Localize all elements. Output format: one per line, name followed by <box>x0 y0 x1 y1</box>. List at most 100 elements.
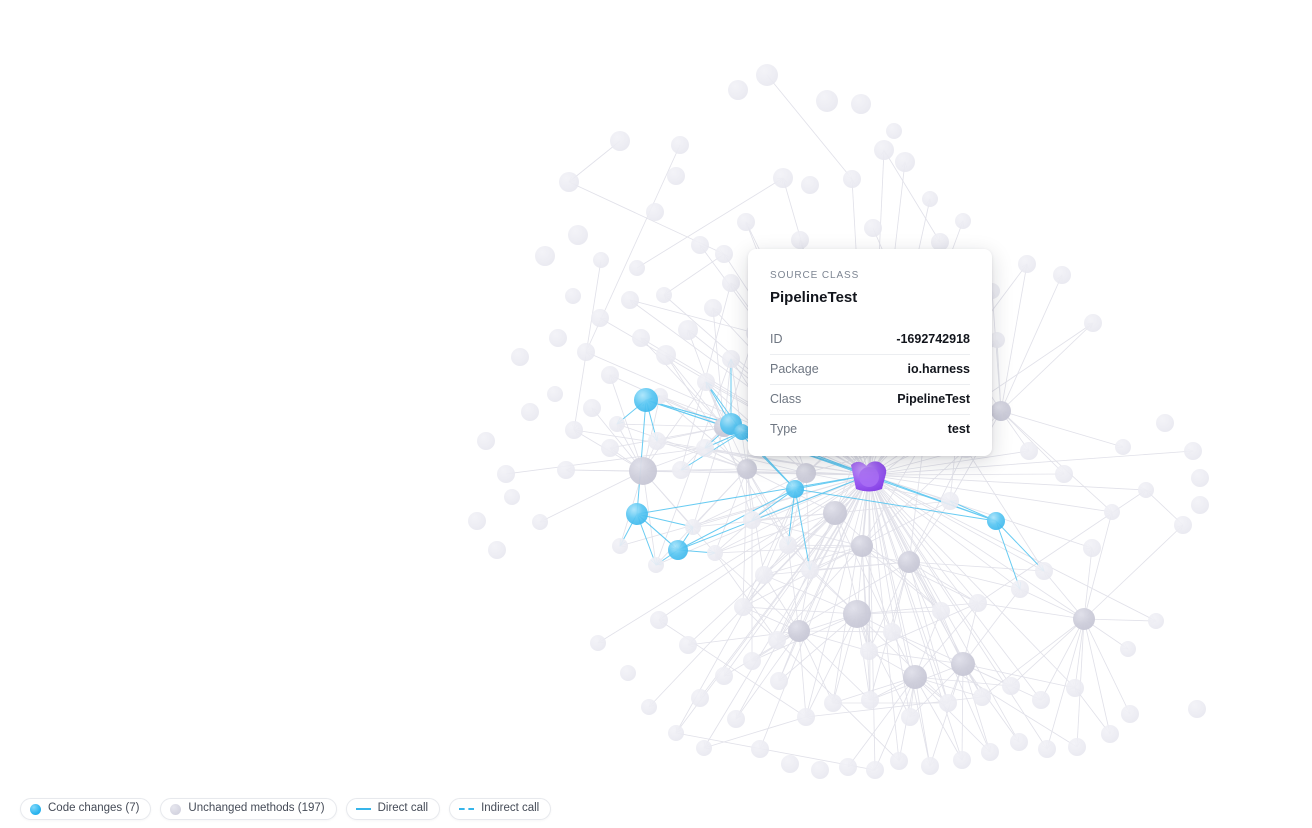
graph-node-unchanged[interactable] <box>1011 580 1029 598</box>
graph-node-unchanged[interactable] <box>874 140 894 160</box>
graph-node-unchanged[interactable] <box>931 233 949 251</box>
graph-node-unchanged[interactable] <box>922 191 938 207</box>
graph-node-unchanged[interactable] <box>691 236 709 254</box>
graph-node-unchanged[interactable] <box>895 152 915 172</box>
graph-node-unchanged[interactable] <box>890 752 908 770</box>
graph-node-unchanged[interactable] <box>843 170 861 188</box>
graph-node-unchanged[interactable] <box>779 536 797 554</box>
graph-node-unchanged[interactable] <box>648 432 666 450</box>
graph-node-unchanged[interactable] <box>656 345 676 365</box>
graph-node-unchanged[interactable] <box>532 514 548 530</box>
graph-node-unchanged[interactable] <box>722 274 740 292</box>
graph-node-unchanged-hub[interactable] <box>788 620 810 642</box>
graph-node-unchanged[interactable] <box>801 561 819 579</box>
graph-node-unchanged[interactable] <box>797 708 815 726</box>
graph-node-unchanged[interactable] <box>565 288 581 304</box>
graph-node-unchanged[interactable] <box>549 329 567 347</box>
graph-node-unchanged-hub[interactable] <box>851 535 873 557</box>
graph-node-unchanged[interactable] <box>1115 439 1131 455</box>
graph-node-unchanged[interactable] <box>547 386 563 402</box>
graph-node-unchanged[interactable] <box>679 636 697 654</box>
graph-node-unchanged[interactable] <box>691 689 709 707</box>
graph-node-unchanged-hub[interactable] <box>903 665 927 689</box>
graph-node-unchanged[interactable] <box>590 635 606 651</box>
graph-node-unchanged[interactable] <box>641 699 657 715</box>
graph-node-unchanged[interactable] <box>1104 504 1120 520</box>
graph-node-unchanged[interactable] <box>601 366 619 384</box>
graph-node-unchanged[interactable] <box>743 652 761 670</box>
graph-node-unchanged[interactable] <box>1138 482 1154 498</box>
graph-node-unchanged[interactable] <box>722 350 740 368</box>
graph-node-unchanged[interactable] <box>1083 539 1101 557</box>
graph-node-unchanged[interactable] <box>488 541 506 559</box>
graph-node-unchanged[interactable] <box>621 291 639 309</box>
graph-node-unchanged[interactable] <box>468 512 486 530</box>
graph-node-unchanged[interactable] <box>610 131 630 151</box>
graph-node-unchanged[interactable] <box>620 665 636 681</box>
graph-node-unchanged[interactable] <box>1010 733 1028 751</box>
graph-node-unchanged[interactable] <box>646 203 664 221</box>
graph-node-unchanged[interactable] <box>656 287 672 303</box>
graph-node-unchanged[interactable] <box>583 399 601 417</box>
graph-nodes-code-changes[interactable] <box>626 388 1005 560</box>
graph-node-unchanged[interactable] <box>535 246 555 266</box>
graph-node-unchanged[interactable] <box>1018 255 1036 273</box>
graph-node-unchanged[interactable] <box>1156 414 1174 432</box>
graph-node-unchanged[interactable] <box>648 557 664 573</box>
graph-node-unchanged[interactable] <box>1053 266 1071 284</box>
graph-node-unchanged[interactable] <box>773 168 793 188</box>
graph-node-code-change[interactable] <box>734 424 750 440</box>
graph-node-unchanged[interactable] <box>781 755 799 773</box>
graph-node-unchanged[interactable] <box>1038 740 1056 758</box>
graph-node-unchanged[interactable] <box>632 329 650 347</box>
graph-node-unchanged[interactable] <box>1191 469 1209 487</box>
graph-node-unchanged[interactable] <box>727 710 745 728</box>
legend-item[interactable]: Direct call <box>345 798 441 820</box>
graph-node-unchanged[interactable] <box>921 757 939 775</box>
graph-node-code-change[interactable] <box>786 480 804 498</box>
graph-node-unchanged[interactable] <box>734 598 752 616</box>
graph-node-unchanged-hub[interactable] <box>823 501 847 525</box>
graph-node-unchanged[interactable] <box>791 231 809 249</box>
graph-node-unchanged[interactable] <box>939 694 957 712</box>
graph-node-unchanged-hub[interactable] <box>629 457 657 485</box>
graph-node-unchanged[interactable] <box>557 461 575 479</box>
graph-node-code-change[interactable] <box>626 503 648 525</box>
graph-node-unchanged[interactable] <box>981 743 999 761</box>
graph-node-unchanged[interactable] <box>707 545 723 561</box>
legend-item[interactable]: Unchanged methods (197) <box>160 798 337 820</box>
graph-node-unchanged[interactable] <box>861 691 879 709</box>
graph-nodes-unchanged[interactable] <box>468 64 1209 779</box>
graph-node-unchanged[interactable] <box>678 320 698 340</box>
graph-node-unchanged[interactable] <box>851 94 871 114</box>
graph-node-unchanged[interactable] <box>824 694 842 712</box>
graph-node-unchanged[interactable] <box>864 219 882 237</box>
graph-node-unchanged[interactable] <box>1068 738 1086 756</box>
graph-node-unchanged[interactable] <box>756 64 778 86</box>
graph-node-unchanged[interactable] <box>932 602 950 620</box>
graph-node-unchanged[interactable] <box>715 245 733 263</box>
graph-node-unchanged[interactable] <box>1120 641 1136 657</box>
graph-node-unchanged[interactable] <box>1084 314 1102 332</box>
graph-node-unchanged[interactable] <box>650 611 668 629</box>
graph-node-unchanged[interactable] <box>704 299 722 317</box>
graph-node-unchanged[interactable] <box>504 489 520 505</box>
graph-node-code-change[interactable] <box>668 540 688 560</box>
graph-node-unchanged[interactable] <box>696 439 714 457</box>
graph-node-unchanged-hub[interactable] <box>898 551 920 573</box>
graph-node-unchanged[interactable] <box>593 252 609 268</box>
graph-node-unchanged[interactable] <box>671 136 689 154</box>
graph-node-unchanged-hub[interactable] <box>991 401 1011 421</box>
graph-node-unchanged[interactable] <box>1121 705 1139 723</box>
graph-node-unchanged[interactable] <box>521 403 539 421</box>
graph-node-unchanged[interactable] <box>1002 677 1020 695</box>
legend-item[interactable]: Indirect call <box>449 798 552 820</box>
graph-node-unchanged[interactable] <box>697 373 715 391</box>
graph-node-unchanged[interactable] <box>565 421 583 439</box>
graph-node-unchanged[interactable] <box>728 80 748 100</box>
graph-node-unchanged[interactable] <box>866 761 884 779</box>
graph-node-unchanged[interactable] <box>1101 725 1119 743</box>
graph-node-unchanged[interactable] <box>941 492 959 510</box>
graph-node-unchanged[interactable] <box>1148 613 1164 629</box>
graph-node-unchanged[interactable] <box>477 432 495 450</box>
